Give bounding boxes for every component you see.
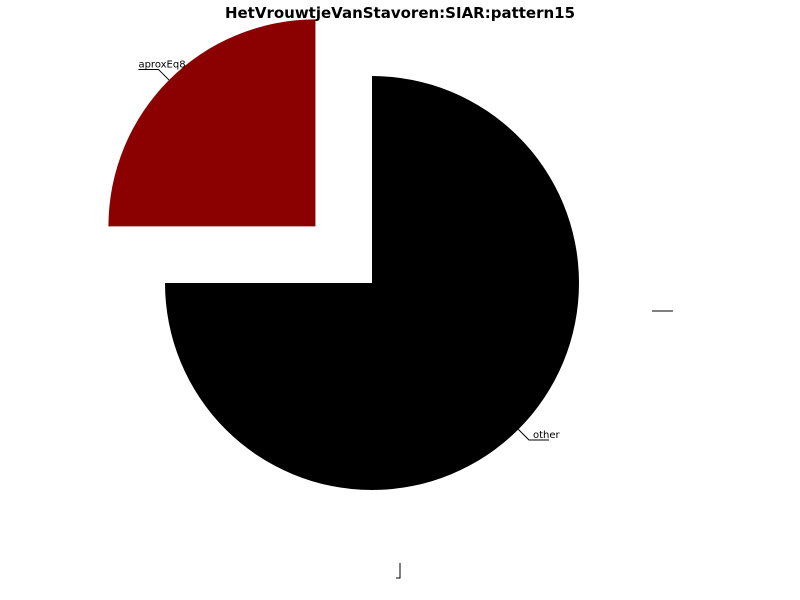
- pie-slices: [108, 19, 579, 490]
- pie-slice-aproxEq8: [108, 19, 316, 227]
- chart-title: HetVrouwtjeVanStavoren:SIAR:pattern15: [225, 4, 575, 22]
- slice-labels: other aproxEq8: [138, 59, 673, 579]
- leader-line-empty-bottom: [396, 563, 401, 579]
- slice-label-other: other: [533, 430, 561, 441]
- pie-slice-other: [165, 76, 579, 490]
- leader-line-other: [518, 429, 549, 441]
- leader-line-aproxEq8: [138, 68, 170, 81]
- slice-label-aproxEq8: aproxEq8: [138, 59, 185, 70]
